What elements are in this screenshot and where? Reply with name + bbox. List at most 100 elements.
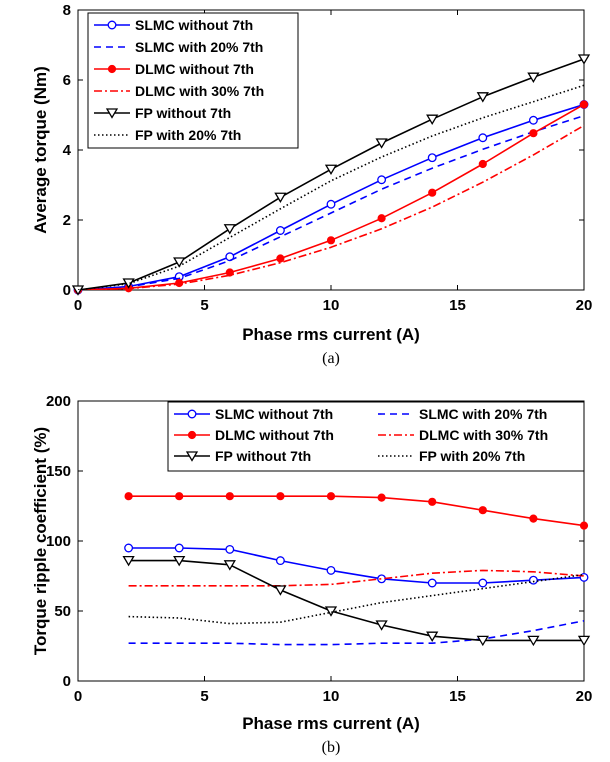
series-line [78, 114, 584, 290]
y-tick-label: 200 [46, 393, 71, 410]
data-point-marker [529, 129, 538, 138]
data-point-marker [426, 114, 439, 125]
legend-label: FP with 20% 7th [135, 127, 241, 143]
legend-label: DLMC without 7th [135, 61, 254, 77]
data-point-marker [223, 224, 236, 235]
data-point-marker [175, 278, 184, 288]
legend: SLMC without 7th SLMC with 20% 7th DLMC wi… [87, 12, 299, 149]
series-line [128, 559, 584, 642]
x-tick-label: 15 [449, 688, 466, 705]
data-point-marker [428, 188, 437, 197]
data-point-marker [478, 578, 488, 588]
y-tick-label: 6 [63, 72, 71, 89]
data-point-marker [223, 560, 236, 571]
figure-caption: (a) [322, 350, 340, 367]
y-tick-label: 2 [63, 212, 71, 229]
data-point-marker [377, 493, 386, 502]
series-dlmc-with-30-7th [128, 569, 584, 587]
data-point-marker [528, 115, 538, 125]
series-line [78, 84, 584, 290]
y-tick-label: 150 [46, 463, 71, 480]
data-point-marker [375, 620, 388, 631]
data-point-marker [375, 138, 388, 149]
legend-label: DLMC with 30% 7th [135, 83, 264, 99]
data-point-marker [275, 556, 285, 566]
data-point-marker [476, 635, 489, 647]
y-tick-label: 100 [46, 533, 71, 550]
data-point-marker [426, 631, 439, 642]
y-tick-label: 0 [63, 282, 71, 299]
data-point-marker [107, 64, 117, 74]
data-point-marker [225, 252, 235, 262]
series-dlmc-without-7th [128, 495, 584, 527]
x-tick-label: 10 [323, 688, 340, 705]
data-point-marker [478, 133, 488, 143]
data-point-marker [187, 430, 197, 440]
series-fp-with-20-7th [78, 84, 584, 290]
series-line [128, 495, 584, 527]
series-slmc-with-20-7th [128, 620, 584, 646]
chart-panel-a: 0 5 10 15 20 0 2 4 6 8 Phase rms current (A) Averag… [31, 2, 592, 367]
data-point-marker [173, 257, 186, 268]
data-point-marker [377, 574, 387, 584]
legend-label: FP without 7th [135, 105, 231, 121]
data-point-marker [427, 153, 437, 163]
data-point-marker [427, 578, 437, 588]
data-point-marker [326, 236, 336, 245]
data-point-marker [579, 521, 589, 530]
data-point-marker [326, 492, 336, 501]
data-point-marker [71, 285, 85, 296]
data-point-marker [377, 175, 387, 185]
x-tick-label: 15 [449, 297, 466, 314]
x-tick-label: 5 [200, 688, 208, 705]
legend-label: SLMC without 7th [215, 406, 333, 422]
data-point-marker [324, 606, 338, 617]
data-point-marker [478, 506, 487, 515]
data-point-marker [225, 544, 235, 554]
y-axis-label: Torque ripple coefficient (%) [31, 427, 50, 655]
data-point-marker [175, 492, 184, 501]
legend-label: DLMC without 7th [215, 427, 334, 443]
series-line [128, 573, 584, 625]
data-point-marker [274, 585, 287, 596]
series-line [128, 547, 584, 584]
legend-label: FP without 7th [215, 448, 311, 464]
series-fp-with-20-7th [128, 573, 584, 625]
data-point-marker [122, 555, 135, 567]
legend-box [167, 401, 585, 472]
series-line [78, 124, 584, 290]
data-point-marker [276, 254, 285, 263]
data-point-marker [124, 492, 133, 501]
series-line [128, 620, 584, 646]
data-point-marker [275, 226, 285, 235]
data-point-marker [377, 214, 386, 223]
x-tick-label: 0 [74, 688, 82, 705]
data-point-marker [579, 100, 589, 109]
legend-label: SLMC with 20% 7th [135, 39, 263, 55]
data-point-marker [577, 635, 591, 647]
legend-label: SLMC with 20% 7th [419, 406, 547, 422]
data-point-marker [528, 575, 538, 585]
data-point-marker [185, 451, 199, 462]
x-axis-label: Phase rms current (A) [242, 714, 420, 733]
data-point-marker [529, 514, 538, 523]
data-point-marker [476, 92, 489, 103]
data-point-marker [124, 543, 134, 553]
data-point-marker [326, 199, 336, 209]
series-fp-without-7th [128, 559, 584, 642]
legend-label: DLMC with 30% 7th [419, 427, 548, 443]
x-tick-label: 10 [323, 297, 340, 314]
data-point-marker [274, 192, 287, 204]
x-axis-label: Phase rms current (A) [242, 325, 420, 344]
x-tick-label: 20 [576, 688, 593, 705]
x-tick-label: 5 [200, 297, 208, 314]
data-point-marker [187, 409, 197, 419]
series-slmc-without-7th [128, 547, 584, 584]
data-point-marker [225, 268, 234, 277]
data-point-marker [173, 555, 186, 567]
data-point-marker [478, 159, 487, 169]
data-point-marker [527, 635, 540, 647]
legend-label: FP with 20% 7th [419, 448, 525, 464]
